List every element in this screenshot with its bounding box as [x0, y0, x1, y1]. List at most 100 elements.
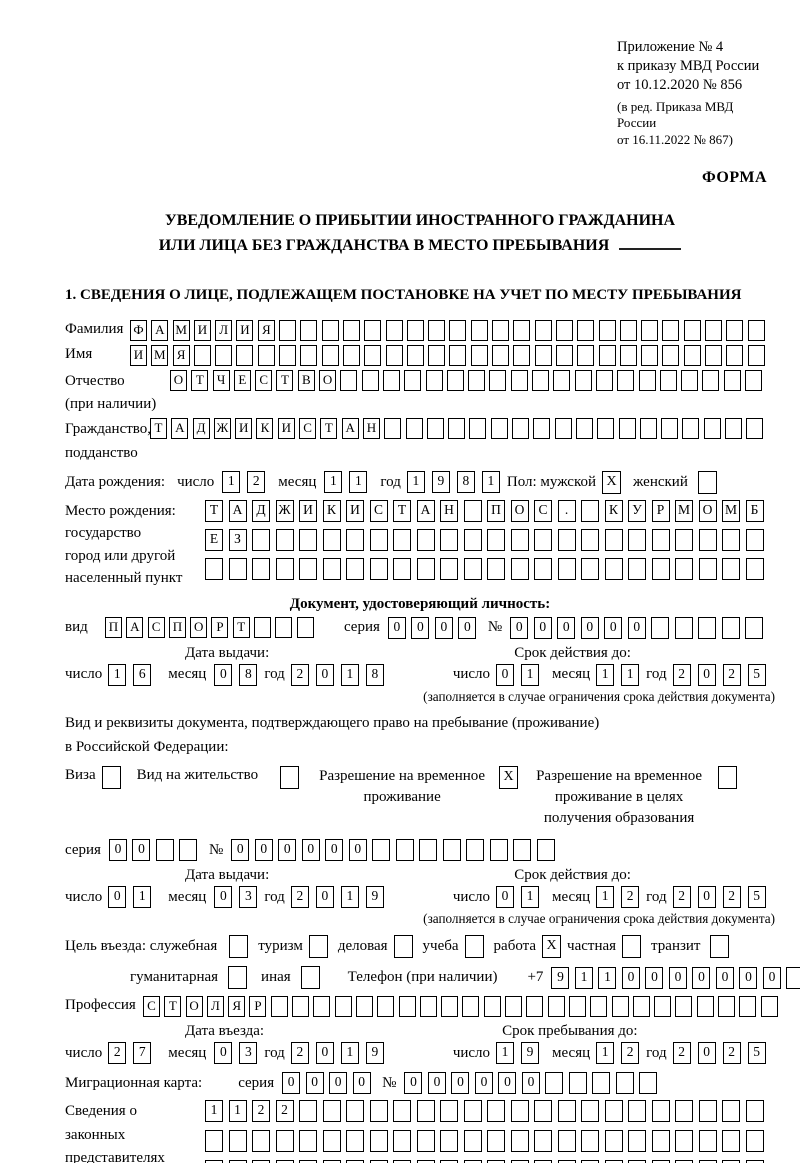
char-box[interactable]	[487, 1160, 505, 1163]
char-box[interactable]	[398, 996, 416, 1018]
char-box[interactable]: К	[322, 499, 341, 522]
char-box[interactable]	[675, 1100, 693, 1123]
char-box[interactable]	[722, 1130, 740, 1153]
char-box[interactable]: 0	[404, 1072, 423, 1095]
char-box[interactable]: Ч	[212, 369, 230, 391]
char-box[interactable]	[661, 418, 679, 440]
char-box[interactable]	[745, 616, 764, 639]
char-box[interactable]	[440, 1160, 458, 1163]
char-box[interactable]: 2	[252, 1100, 270, 1123]
char-box[interactable]	[628, 1130, 646, 1153]
char-box[interactable]	[619, 344, 637, 366]
char-box[interactable]: 0	[427, 1072, 446, 1095]
visa-checkbox[interactable]	[101, 766, 121, 790]
char-box[interactable]: А	[228, 499, 247, 522]
char-box[interactable]: Л	[206, 996, 224, 1018]
char-box[interactable]: 0	[621, 966, 640, 989]
char-box[interactable]: 1	[481, 471, 500, 494]
char-box[interactable]	[555, 344, 573, 366]
sex-female-checkbox[interactable]	[697, 470, 717, 494]
char-box[interactable]	[487, 1130, 505, 1153]
char-box[interactable]: 0	[496, 663, 515, 686]
char-box[interactable]	[641, 344, 659, 366]
char-box[interactable]	[252, 528, 270, 551]
char-box[interactable]	[553, 369, 571, 391]
char-box[interactable]: С	[255, 369, 273, 391]
char-box[interactable]	[205, 1160, 223, 1163]
char-box[interactable]	[489, 839, 508, 862]
char-box[interactable]: 0	[108, 886, 127, 909]
char-box[interactable]: 0	[458, 616, 477, 639]
purpose-business-checkbox[interactable]	[393, 935, 413, 959]
char-box[interactable]: О	[185, 996, 203, 1018]
char-box[interactable]: Ж	[275, 499, 294, 522]
char-box[interactable]	[639, 1072, 658, 1095]
char-box[interactable]	[440, 1130, 458, 1153]
char-box[interactable]: 2	[290, 663, 309, 686]
char-box[interactable]	[254, 617, 272, 639]
char-box[interactable]	[228, 1160, 247, 1163]
char-box[interactable]	[205, 557, 223, 580]
char-box[interactable]	[416, 557, 435, 580]
char-box[interactable]	[557, 1130, 576, 1153]
char-box[interactable]: 2	[621, 886, 640, 909]
char-box[interactable]	[639, 418, 657, 440]
char-box[interactable]: 1	[521, 886, 540, 909]
char-box[interactable]: 9	[431, 471, 450, 494]
char-box[interactable]: М	[172, 319, 190, 341]
char-box[interactable]	[698, 557, 717, 580]
char-box[interactable]	[510, 1100, 529, 1123]
char-box[interactable]	[682, 418, 700, 440]
char-box[interactable]: 0	[496, 886, 515, 909]
char-box[interactable]: В	[297, 369, 315, 391]
char-box[interactable]	[193, 344, 211, 366]
char-box[interactable]	[466, 839, 485, 862]
char-box[interactable]: И	[346, 499, 364, 522]
char-box[interactable]	[468, 369, 486, 391]
char-box[interactable]	[346, 528, 364, 551]
char-box[interactable]: З	[228, 528, 247, 551]
char-box[interactable]	[659, 369, 677, 391]
char-box[interactable]	[705, 319, 723, 341]
char-box[interactable]: 2	[722, 663, 741, 686]
char-box[interactable]	[449, 344, 467, 366]
char-box[interactable]: 7	[133, 1042, 152, 1065]
char-box[interactable]	[483, 996, 501, 1018]
char-box[interactable]: Д	[192, 418, 210, 440]
char-box[interactable]	[698, 1160, 717, 1163]
char-box[interactable]: И	[299, 499, 317, 522]
char-box[interactable]	[322, 528, 341, 551]
char-box[interactable]: 0	[715, 966, 734, 989]
char-box[interactable]: О	[698, 499, 717, 522]
char-box[interactable]: С	[534, 499, 552, 522]
char-box[interactable]	[416, 528, 435, 551]
char-box[interactable]	[598, 344, 616, 366]
char-box[interactable]: Д	[252, 499, 270, 522]
char-box[interactable]	[440, 1100, 458, 1123]
char-box[interactable]	[581, 1100, 599, 1123]
char-box[interactable]	[581, 557, 599, 580]
char-box[interactable]: 0	[214, 663, 233, 686]
char-box[interactable]: К	[256, 418, 274, 440]
char-box[interactable]	[393, 1100, 411, 1123]
char-box[interactable]	[745, 557, 764, 580]
char-box[interactable]	[275, 1160, 294, 1163]
purpose-tourism-checkbox[interactable]	[308, 935, 328, 959]
char-box[interactable]	[346, 1100, 364, 1123]
char-box[interactable]	[718, 996, 736, 1018]
char-box[interactable]: П	[487, 499, 505, 522]
char-box[interactable]: 2	[672, 1042, 691, 1065]
char-box[interactable]	[313, 996, 331, 1018]
char-box[interactable]: 1	[324, 471, 343, 494]
char-box[interactable]: А	[126, 617, 144, 639]
char-box[interactable]	[747, 344, 765, 366]
char-box[interactable]	[698, 528, 717, 551]
char-box[interactable]: 0	[668, 966, 687, 989]
char-box[interactable]	[651, 1160, 670, 1163]
char-box[interactable]	[534, 1160, 552, 1163]
char-box[interactable]	[275, 1130, 294, 1153]
char-box[interactable]: 0	[533, 616, 552, 639]
char-box[interactable]	[651, 1100, 670, 1123]
char-box[interactable]: 1	[340, 663, 359, 686]
char-box[interactable]: И	[235, 418, 253, 440]
